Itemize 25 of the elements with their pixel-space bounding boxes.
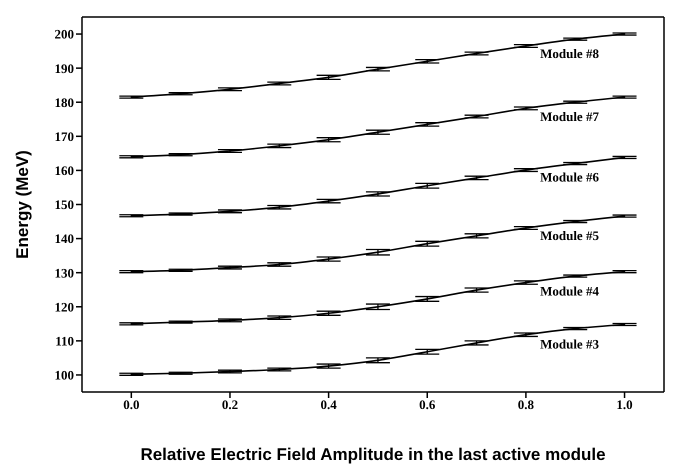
y-axis-title: Energy (MeV) [13, 150, 32, 259]
y-tick-label: 170 [54, 128, 74, 144]
x-tick-label: 1.0 [616, 397, 633, 412]
x-tick-label: 0.6 [419, 397, 436, 412]
y-tick-label: 190 [54, 60, 74, 76]
y-tick-label: 130 [54, 265, 74, 280]
y-tick-label: 100 [54, 368, 74, 383]
y-tick-label: 110 [55, 333, 74, 348]
y-tick-label: 150 [54, 197, 74, 212]
series-label: Module #8 [540, 46, 600, 62]
series-label: Module #5 [540, 228, 600, 244]
x-tick-label: 0.2 [222, 397, 238, 412]
y-tick-label: 160 [54, 163, 74, 178]
series-label: Module #4 [540, 284, 600, 299]
series-label: Module #7 [540, 109, 600, 124]
series-label: Module #6 [540, 169, 600, 184]
y-tick-label: 180 [54, 94, 74, 110]
x-tick-label: 0.4 [320, 397, 338, 412]
y-tick-label: 120 [54, 299, 74, 314]
series-label: Module #3 [540, 336, 600, 352]
x-tick-label: 0.8 [518, 397, 535, 412]
y-tick-label: 140 [54, 231, 74, 246]
x-axis-title: Relative Electric Field Amplitude in the last active module [140, 445, 606, 464]
x-tick-label: 0.0 [123, 397, 140, 412]
y-tick-label: 200 [54, 26, 74, 42]
